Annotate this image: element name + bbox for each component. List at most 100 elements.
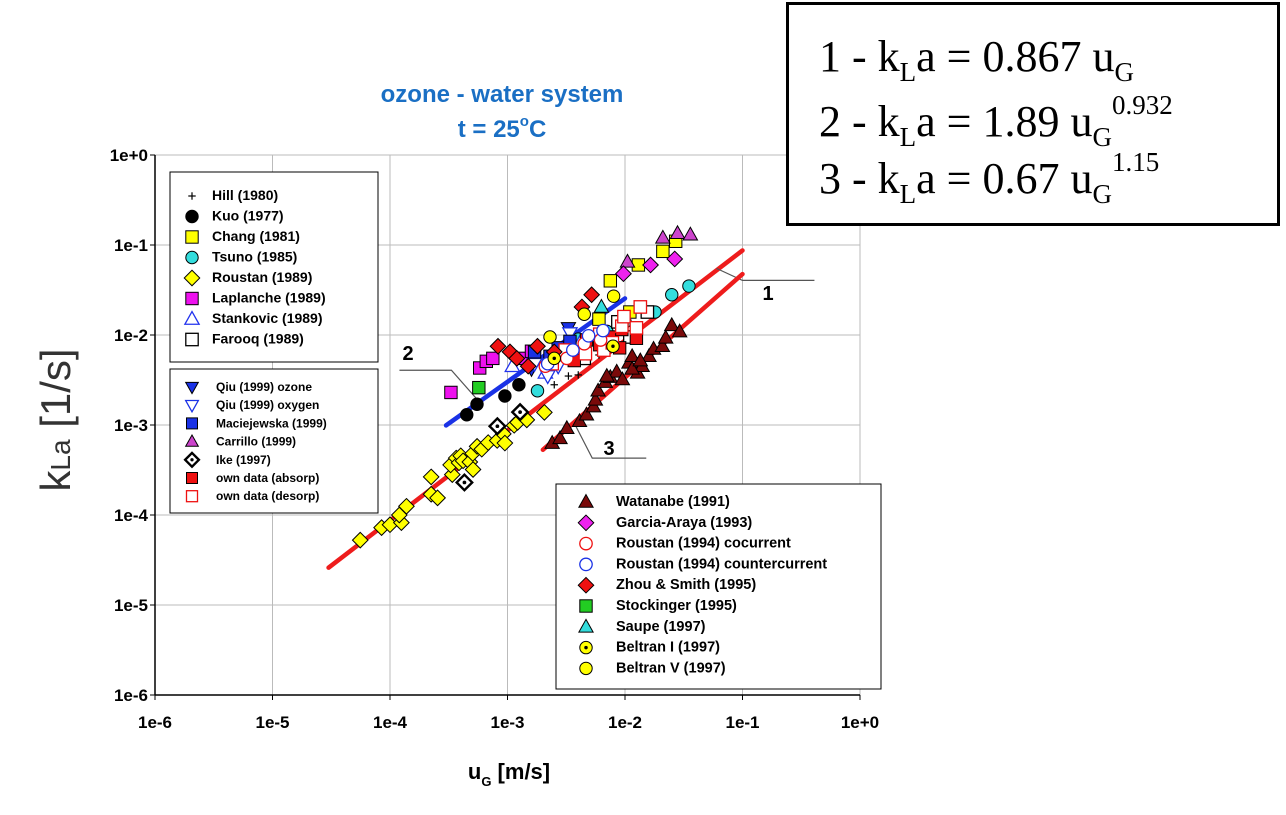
data-point-stockinger	[472, 380, 486, 395]
data-point-garcia	[666, 250, 684, 268]
data-point-watanabe	[654, 337, 671, 353]
marker-shape	[577, 307, 591, 321]
marker-shape	[552, 429, 569, 445]
y-tick-label: 1e-1	[114, 236, 148, 255]
data-point-roustan89	[351, 531, 369, 549]
marker-shape	[632, 352, 649, 367]
legend-label-own_desorp: own data (desorp)	[216, 489, 319, 503]
data-point-beltran_i	[547, 351, 561, 366]
marker-shape	[558, 419, 575, 435]
legend-entry-stockinger: Stockinger (1995)	[579, 598, 737, 614]
marker-shape	[682, 226, 699, 241]
data-point-hill	[550, 381, 558, 389]
eq3-l: L	[899, 179, 917, 209]
marker-shape	[654, 229, 671, 244]
legend-entry-chang: Chang (1981)	[185, 228, 300, 244]
legend-marker-qiu_oxygen	[184, 399, 200, 414]
legend-entry-hill: Hill (1980)	[188, 187, 278, 203]
data-point-watanabe	[590, 382, 607, 397]
marker-shape	[184, 399, 200, 414]
legend-marker-laplanche	[185, 291, 199, 306]
eq1-k: k	[877, 32, 900, 81]
marker-shape	[657, 329, 674, 344]
data-point-chang	[603, 274, 618, 288]
data-point-watanabe	[587, 391, 604, 406]
marker-shape	[663, 316, 680, 332]
marker-shape	[472, 380, 486, 395]
marker-shape	[529, 337, 546, 355]
legend-entry-beltran_i: Beltran I (1997)	[579, 640, 720, 656]
data-point-zhou	[519, 357, 537, 375]
marker-shape	[671, 323, 688, 338]
legend-label-laplanche: Laplanche (1989)	[212, 290, 326, 306]
marker-shape	[579, 661, 593, 676]
fit-label-2: 2	[402, 343, 413, 365]
marker-shape	[608, 363, 625, 378]
marker-shape	[185, 490, 199, 503]
data-point-garcia	[614, 265, 632, 283]
legend-middle-left: Qiu (1999) ozone Qiu (1999) oxygen Macieje…	[169, 368, 379, 514]
legend-marker-maciejewska	[186, 417, 198, 430]
data-point-qiu_oxygen	[561, 327, 579, 342]
data-point-carrillo	[654, 229, 671, 244]
legend-label-garcia: Garcia-Araya (1993)	[616, 515, 752, 531]
x-tick-label: 1e-4	[373, 713, 408, 732]
data-point-watanabe	[598, 367, 615, 382]
legend-marker-stockinger	[579, 599, 593, 613]
data-point-watanabe	[552, 429, 569, 445]
eq1-body: a = 0.867 u	[916, 32, 1115, 81]
legend-label-carrillo: Carrillo (1999)	[216, 435, 296, 449]
marker-shape	[598, 367, 615, 382]
equation-line-2: 2 - kLa = 1.89 uG0.932	[819, 90, 1173, 152]
legend-entry-roustan94_co: Roustan (1994) cocurrent	[579, 536, 791, 552]
legend-entry-carrillo: Carrillo (1999)	[184, 433, 296, 449]
marker-shape	[422, 468, 440, 486]
legend-entry-ike: Ike (1997)	[183, 451, 271, 469]
y-axis-label: kLa [1/s]	[32, 348, 79, 491]
chart-subtitle: t = 25oC	[458, 113, 547, 143]
legend-marker-roustan94_counter	[579, 557, 593, 572]
fit-callout-1	[716, 267, 815, 281]
x-tick-label: 1e-6	[138, 713, 172, 732]
data-point-roustan89	[496, 434, 514, 452]
legend-marker-roustan94_co	[579, 536, 593, 551]
marker-shape	[489, 337, 507, 355]
legend-label-watanabe: Watanabe (1991)	[616, 494, 730, 510]
legend-entry-roustan94_counter: Roustan (1994) countercurrent	[579, 556, 827, 572]
marker-shape	[498, 389, 512, 403]
eq3-k: k	[877, 154, 900, 203]
legend-label-roustan94_co: Roustan (1994) cocurrent	[616, 536, 791, 552]
data-point-roustan94_counter	[596, 323, 610, 338]
ylabel-unit: [1/s]	[32, 348, 79, 439]
marker-shape	[654, 337, 671, 353]
legend-marker-tsuno	[185, 250, 199, 265]
x-axis-label: uG [m/s]	[468, 759, 550, 789]
marker-shape	[593, 298, 610, 313]
legend-entry-zhou: Zhou & Smith (1995)	[577, 576, 756, 594]
eq3-number: 3	[819, 154, 841, 203]
data-point-kuo	[512, 378, 526, 392]
marker-shape	[614, 265, 632, 283]
legend-marker-stankovic	[183, 310, 201, 325]
y-tick-label: 1e-2	[114, 326, 148, 345]
legend-entry-farooq: Farooq (1989)	[185, 331, 304, 347]
data-point-own_desorp	[617, 309, 631, 324]
ylabel-la: La	[45, 439, 76, 471]
marker-shape	[587, 391, 604, 406]
fit-label-1: 1	[762, 283, 773, 305]
marker-shape	[185, 209, 199, 224]
marker-shape	[184, 433, 200, 447]
legend-marker-chang	[185, 230, 199, 244]
legend-entry-qiu_ozone: Qiu (1999) ozone	[184, 380, 312, 395]
y-tick-label: 1e-6	[114, 686, 148, 705]
data-point-ike	[487, 416, 507, 436]
data-point-watanabe	[624, 360, 641, 375]
marker-shape	[590, 382, 607, 397]
data-point-roustan89	[464, 461, 482, 478]
legend-marker-kuo	[185, 209, 199, 224]
legend-label-stockinger: Stockinger (1995)	[616, 598, 737, 614]
data-point-chang	[656, 244, 670, 259]
legend-label-qiu_ozone: Qiu (1999) ozone	[216, 380, 312, 394]
data-point-zhou	[583, 286, 601, 304]
x-tick-label: 1e-3	[490, 713, 524, 732]
